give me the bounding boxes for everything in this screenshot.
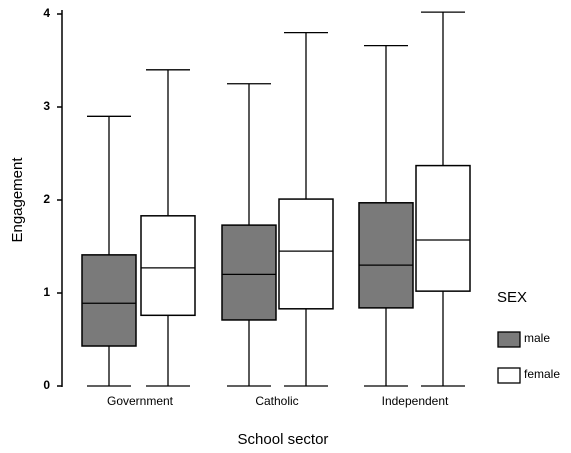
x-tick-label: Catholic [255,394,298,408]
legend-swatch [497,367,521,384]
x-axis-label: School sector [238,431,329,448]
legend-swatch [497,331,521,348]
legend-label: female [524,367,560,381]
y-tick-label: 3 [43,99,50,113]
box [278,198,334,310]
y-tick-label: 0 [43,378,50,392]
legend-title: SEX [497,289,527,306]
y-axis-label: Engagement [9,157,26,243]
box [358,202,414,309]
y-tick-label: 4 [43,6,50,20]
box [140,215,196,317]
y-tick-label: 2 [43,192,50,206]
x-tick-label: Government [107,394,174,408]
box [81,254,137,347]
x-tick-label: Independent [382,394,449,408]
legend-label: male [524,331,550,345]
box [221,224,277,321]
box [415,164,471,292]
y-tick-label: 1 [43,285,50,299]
